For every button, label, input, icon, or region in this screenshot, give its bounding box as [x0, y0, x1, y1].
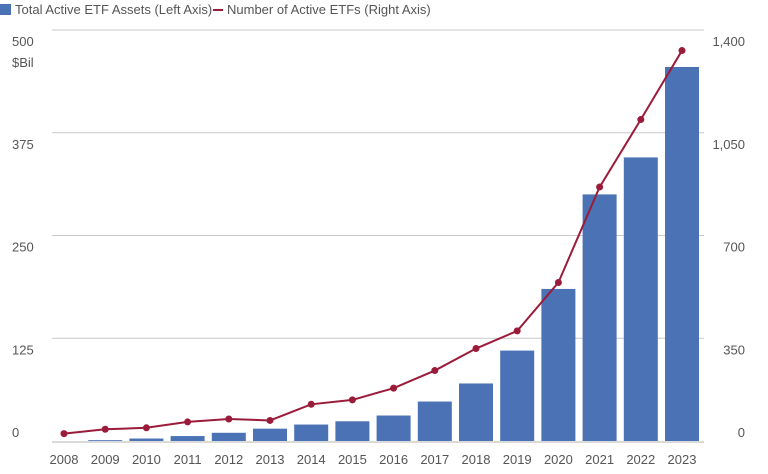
line-point-2020 — [554, 278, 562, 286]
x-tick-label: 2021 — [585, 452, 614, 467]
x-tick-label: 2018 — [462, 452, 491, 467]
x-tick-label: 2015 — [338, 452, 367, 467]
right-tick-label: 0 — [738, 425, 745, 440]
bar-2016 — [376, 415, 411, 441]
x-tick-label: 2008 — [50, 452, 79, 467]
x-tick-label: 2017 — [420, 452, 449, 467]
right-tick-label: 1,050 — [712, 137, 745, 152]
x-tick-label: 2011 — [174, 452, 202, 467]
left-tick-label: 125 — [12, 342, 34, 357]
right-tick-label: 700 — [723, 240, 745, 255]
line-point-2013 — [266, 416, 274, 424]
line-point-2014 — [307, 400, 315, 408]
legend-swatch-assets — [0, 4, 11, 15]
x-tick-label: 2023 — [668, 452, 697, 467]
line-point-2021 — [596, 183, 604, 191]
left-tick-label: 250 — [12, 240, 34, 255]
right-tick-label: 350 — [723, 342, 745, 357]
bar-2014 — [294, 424, 329, 441]
line-point-2012 — [225, 415, 233, 423]
legend-label-assets: Total Active ETF Assets (Left Axis) — [15, 2, 212, 17]
line-point-2010 — [142, 424, 150, 432]
x-tick-label: 2013 — [256, 452, 285, 467]
bar-2013 — [253, 428, 287, 441]
left-tick-label: 0 — [12, 425, 19, 440]
line-point-2022 — [637, 116, 645, 124]
x-tick-label: 2020 — [544, 452, 573, 467]
line-point-2017 — [431, 367, 439, 375]
bar-2017 — [417, 401, 452, 441]
grid-layer — [52, 29, 704, 443]
bar-layer — [88, 66, 699, 442]
right-tick-label: 1,400 — [712, 34, 745, 49]
bar-2009 — [88, 440, 123, 441]
x-tick-label: 2010 — [132, 452, 161, 467]
bar-2018 — [459, 383, 493, 441]
line-point-2023 — [678, 47, 686, 55]
bar-2011 — [170, 436, 205, 441]
bar-2019 — [500, 350, 535, 441]
bar-2010 — [129, 438, 164, 441]
x-tick-label: 2016 — [379, 452, 408, 467]
x-tick-label: 2012 — [214, 452, 243, 467]
bar-2020 — [541, 288, 576, 441]
bar-2021 — [582, 194, 617, 441]
tick-layer: 0 125 250 375 500 0 350 700 1,050 1,400 2008 2009 20… — [12, 34, 745, 467]
bar-2015 — [335, 421, 370, 441]
line-point-2019 — [513, 327, 521, 335]
legend-label-count: Number of Active ETFs (Right Axis) — [227, 2, 431, 17]
line-point-2009 — [101, 425, 109, 433]
bar-2012 — [211, 432, 246, 441]
left-tick-label: 375 — [12, 137, 34, 152]
line-point-2011 — [184, 418, 192, 426]
bar-2022 — [623, 157, 658, 441]
line-point-2016 — [390, 384, 398, 392]
line-point-2008 — [60, 430, 68, 438]
line-number-of-etfs — [63, 50, 683, 435]
legend: Total Active ETF Assets (Left Axis) Numb… — [0, 2, 431, 17]
bar-2023 — [665, 66, 699, 442]
line-layer — [60, 47, 686, 438]
x-tick-label: 2014 — [297, 452, 326, 467]
x-tick-label: 2009 — [91, 452, 120, 467]
left-tick-label: 500 — [12, 34, 34, 49]
x-tick-label: 2022 — [626, 452, 655, 467]
left-axis-unit-label: $Bil — [12, 55, 34, 70]
x-tick-label: 2019 — [503, 452, 532, 467]
line-point-2018 — [472, 345, 480, 353]
line-point-2015 — [348, 396, 356, 404]
